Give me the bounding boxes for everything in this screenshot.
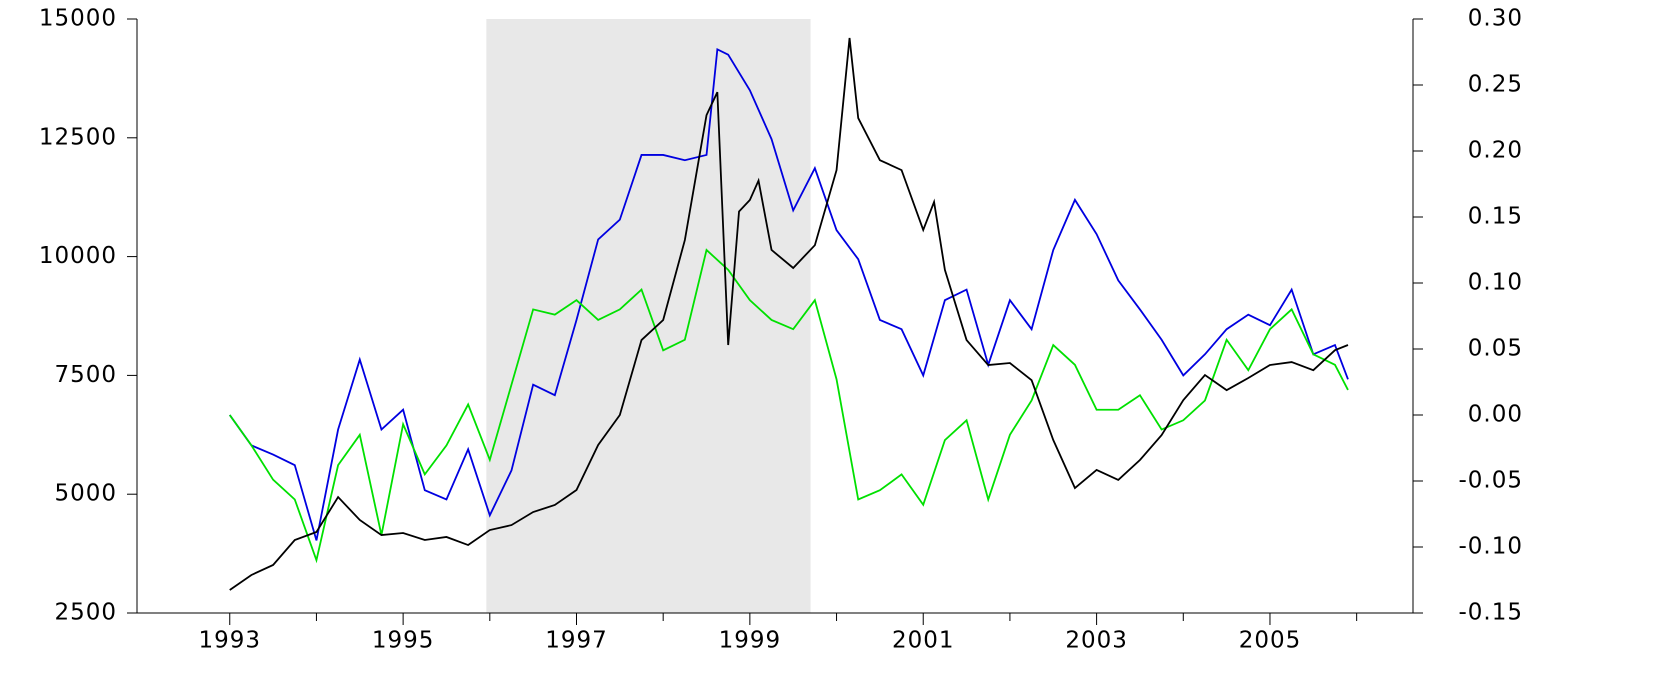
y-tick-label: 7500 [54, 362, 117, 388]
y2-tick-label: 0.05 [1468, 336, 1523, 362]
x-tick-label: 1995 [372, 628, 435, 654]
y2-tick-label: 0.15 [1468, 204, 1523, 230]
x-tick-label: 1993 [198, 628, 261, 654]
x-tick-label: 1999 [719, 628, 782, 654]
y2-tick-label: 0.20 [1468, 138, 1523, 164]
x-tick-label: 1997 [545, 628, 608, 654]
data-line [229, 47, 1349, 541]
y-tick-label: 5000 [54, 481, 117, 507]
data-line [229, 37, 1349, 591]
x-tick-label: 2005 [1239, 628, 1302, 654]
y2-tick-label: 0.30 [1468, 6, 1523, 32]
x-tick-label: 2003 [1065, 628, 1128, 654]
y2-tick-label: 0.10 [1468, 270, 1523, 296]
data-line [229, 248, 1349, 564]
y-tick-label: 2500 [54, 600, 117, 626]
y2-tick-label: -0.10 [1458, 534, 1523, 560]
y2-tick-label: 0.25 [1468, 72, 1523, 98]
x-tick-label: 2001 [892, 628, 955, 654]
y-tick-label: 12500 [39, 124, 117, 150]
y-tick-label: 10000 [39, 243, 117, 269]
y2-tick-label: -0.05 [1458, 468, 1523, 494]
y2-tick-label: -0.15 [1458, 600, 1523, 626]
y2-tick-label: 0.00 [1468, 402, 1523, 428]
y-tick-label: 15000 [39, 6, 117, 32]
shaded-period [486, 19, 811, 613]
